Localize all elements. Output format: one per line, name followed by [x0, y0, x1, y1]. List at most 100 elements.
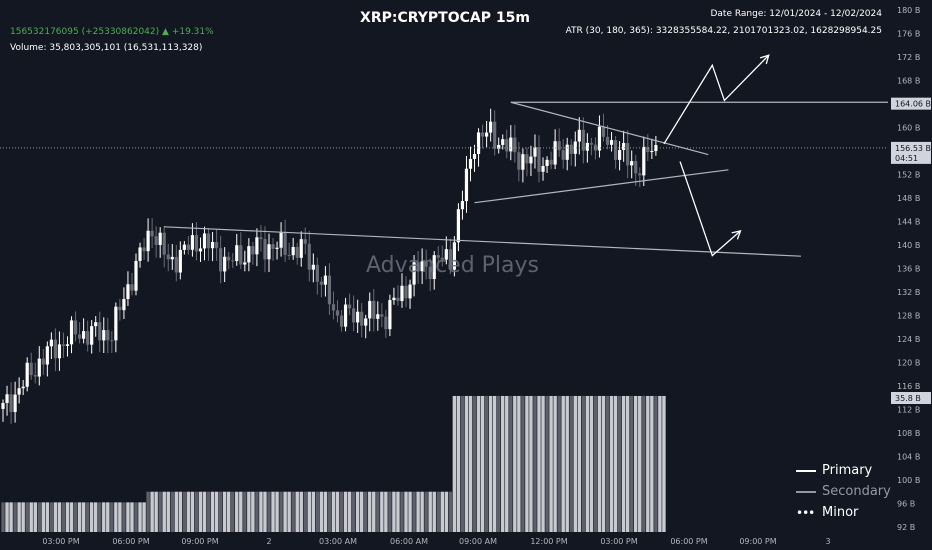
price-value: 156532176095: [10, 27, 79, 37]
candle-body: [57, 344, 62, 359]
price-percent: +19.31%: [171, 27, 214, 37]
volume-bar: [621, 395, 626, 532]
volume-bar: [436, 491, 440, 532]
volume-bar: [629, 395, 634, 532]
candle-body: [287, 255, 291, 257]
dots-icon: •••: [796, 505, 815, 520]
candle-body: [618, 150, 622, 160]
x-tick-label: 06:00 PM: [112, 537, 149, 546]
candle-body: [53, 339, 58, 359]
volume-bar: [110, 502, 114, 532]
volume-bar: [118, 502, 122, 532]
volume-bar: [408, 491, 412, 532]
volume-bar: [472, 395, 477, 532]
volume-readout: Volume: 35,803,305,101 (16,531,113,328): [10, 43, 203, 53]
volume-bar: [158, 491, 162, 532]
volume-bar: [214, 491, 219, 532]
candle-body: [376, 314, 380, 319]
volume-bar: [533, 395, 537, 532]
candle-body: [255, 237, 259, 255]
candle-body: [279, 232, 283, 248]
x-tick-label: 09:00 AM: [459, 537, 497, 546]
volume-bar: [202, 491, 207, 532]
volume-bar: [545, 395, 549, 532]
volume-bar: [650, 395, 654, 532]
volume-bar: [61, 502, 66, 532]
candle-body: [460, 201, 465, 210]
volume-bar: [222, 491, 227, 532]
volume-bar: [243, 491, 247, 532]
candle-body: [21, 386, 25, 389]
candle-body: [90, 326, 94, 345]
y-tick-label: 148 B: [897, 194, 920, 203]
volume-bar: [609, 395, 614, 532]
candle-body: [622, 143, 626, 151]
candle-body: [605, 136, 610, 145]
volume-bar: [255, 491, 259, 532]
candle-body: [553, 141, 557, 165]
volume-bar: [1, 502, 5, 532]
x-tick-label: 3: [825, 537, 830, 546]
volume-bar: [146, 491, 150, 532]
volume-bar: [53, 502, 58, 532]
volume-bar: [549, 395, 553, 532]
volume-bar: [13, 502, 17, 532]
volume-bar: [617, 395, 622, 532]
volume-bar: [178, 491, 183, 532]
volume-bar: [17, 502, 21, 532]
y-tick-label: 108 B: [897, 429, 920, 438]
volume-bar: [480, 395, 485, 532]
y-tick-label: 124 B: [897, 335, 920, 344]
candle-body: [110, 340, 114, 342]
x-tick-label: 06:00 PM: [670, 537, 707, 546]
candle-body: [569, 144, 573, 154]
candle-body: [356, 311, 360, 323]
volume-bar: [138, 502, 142, 532]
candle-body: [565, 144, 569, 160]
volume-bar: [295, 491, 299, 532]
secondary-line-swatch: [796, 490, 816, 493]
atr-readout: ATR (30, 180, 365): 3328355584.22, 21017…: [565, 26, 882, 36]
candle-body: [37, 358, 41, 377]
volume-bar: [218, 491, 223, 532]
y-tick-label: 116 B: [897, 382, 920, 391]
projection-path: [663, 54, 770, 145]
candle-body: [259, 237, 263, 240]
candle-body: [295, 246, 299, 258]
volume-bar: [396, 491, 400, 532]
candle-body: [392, 297, 396, 301]
candle-body: [275, 247, 279, 249]
volume-bar: [388, 491, 392, 532]
candle-body: [581, 129, 585, 151]
volume-bar: [432, 491, 436, 532]
candle-body: [347, 304, 352, 309]
candle-body: [162, 232, 166, 255]
candle-body: [597, 126, 602, 151]
volume-bar: [460, 395, 465, 532]
volume-bar: [73, 502, 78, 532]
candle-body: [343, 304, 348, 327]
trendlines: [0, 54, 888, 257]
volume-bar: [303, 491, 307, 532]
candle-body: [613, 140, 618, 160]
volume-bar: [239, 491, 243, 532]
candle-body: [436, 255, 440, 258]
resistance-price-label-bg: [891, 97, 931, 110]
volume-bar: [251, 491, 255, 532]
arrow-head-icon: [731, 230, 742, 240]
volume-bar: [323, 491, 328, 532]
y-tick-label: 160 B: [897, 124, 920, 133]
candle-body: [489, 121, 493, 133]
volume-bar: [496, 395, 501, 532]
y-tick-label: 92 B: [897, 523, 915, 532]
candle-body: [142, 247, 146, 252]
candle-body: [440, 257, 444, 260]
candle-body: [1, 403, 5, 409]
candle-body: [593, 144, 598, 151]
candle-body: [138, 247, 142, 261]
candle-body: [589, 142, 593, 145]
volume-bar: [654, 395, 658, 532]
arrow-head-icon: [759, 54, 770, 65]
legend-item-secondary: Secondary: [796, 481, 891, 502]
